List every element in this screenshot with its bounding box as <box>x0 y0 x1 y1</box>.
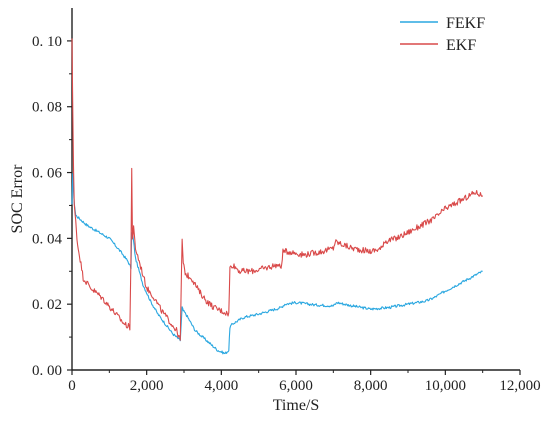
y-tick-label: 0. 10 <box>32 34 62 50</box>
series-layer <box>71 38 484 355</box>
y-axis-title: SOC Error <box>9 164 26 234</box>
y-tick-label: 0. 04 <box>32 231 63 247</box>
x-tick-label: 10,000 <box>425 378 466 394</box>
axes: 0 2,000 4,000 6,000 8,000 10,000 12,000 0. 00 0.… <box>9 8 541 414</box>
x-tick-label: 12,000 <box>499 378 540 394</box>
y-tick-label: 0. 06 <box>32 166 63 182</box>
legend: FEKF EKF <box>400 15 485 54</box>
x-tick-label: 0 <box>68 378 76 394</box>
legend-label-fekf: FEKF <box>446 15 485 32</box>
legend-label-ekf: EKF <box>446 37 476 54</box>
x-tick-label: 2,000 <box>130 378 164 394</box>
x-tick-label: 6,000 <box>279 378 313 394</box>
x-tick-label: 8,000 <box>354 378 388 394</box>
y-tick-label: 0. 00 <box>32 363 62 379</box>
series-line-ekf <box>71 38 484 341</box>
y-tick-label: 0. 02 <box>32 297 62 313</box>
x-axis-title: Time/S <box>273 397 320 414</box>
x-tick-label: 4,000 <box>204 378 238 394</box>
y-tick-label: 0. 08 <box>32 100 62 116</box>
series-line-fekf <box>71 173 483 355</box>
